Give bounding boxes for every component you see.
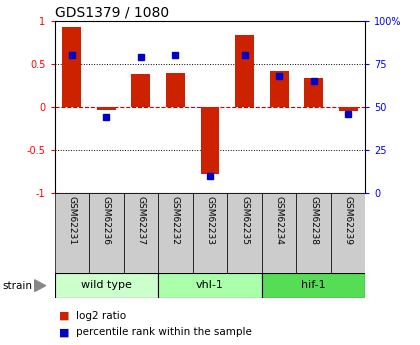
Text: GSM62238: GSM62238 bbox=[309, 196, 318, 245]
Bar bbox=[158, 193, 193, 273]
Bar bbox=[166, 73, 185, 107]
Bar bbox=[200, 107, 220, 174]
Text: GSM62236: GSM62236 bbox=[102, 196, 111, 245]
Text: GSM62235: GSM62235 bbox=[240, 196, 249, 245]
Text: ■: ■ bbox=[59, 311, 69, 321]
Bar bbox=[262, 193, 297, 273]
Text: log2 ratio: log2 ratio bbox=[76, 311, 126, 321]
Bar bbox=[123, 193, 158, 273]
Bar bbox=[262, 273, 365, 298]
Bar bbox=[339, 107, 357, 111]
Bar bbox=[227, 193, 262, 273]
Bar bbox=[63, 27, 81, 107]
Bar bbox=[297, 193, 331, 273]
Bar bbox=[270, 71, 289, 107]
Text: GSM62231: GSM62231 bbox=[67, 196, 76, 245]
Text: strain: strain bbox=[2, 281, 32, 290]
Polygon shape bbox=[34, 280, 46, 292]
Text: wild type: wild type bbox=[81, 280, 132, 290]
Text: ■: ■ bbox=[59, 327, 69, 337]
Text: GSM62234: GSM62234 bbox=[275, 196, 284, 245]
Bar bbox=[158, 273, 262, 298]
Bar bbox=[235, 34, 254, 107]
Text: percentile rank within the sample: percentile rank within the sample bbox=[76, 327, 252, 337]
Text: GSM62239: GSM62239 bbox=[344, 196, 353, 245]
Text: GSM62233: GSM62233 bbox=[205, 196, 215, 245]
Bar bbox=[193, 193, 227, 273]
Text: vhl-1: vhl-1 bbox=[196, 280, 224, 290]
Bar bbox=[131, 74, 150, 107]
Text: GDS1379 / 1080: GDS1379 / 1080 bbox=[55, 6, 169, 20]
Bar bbox=[55, 273, 158, 298]
Bar bbox=[304, 78, 323, 107]
Bar bbox=[89, 193, 123, 273]
Bar bbox=[331, 193, 365, 273]
Text: GSM62237: GSM62237 bbox=[136, 196, 145, 245]
Bar bbox=[97, 107, 116, 110]
Bar bbox=[55, 193, 89, 273]
Text: GSM62232: GSM62232 bbox=[171, 196, 180, 245]
Text: hif-1: hif-1 bbox=[301, 280, 326, 290]
